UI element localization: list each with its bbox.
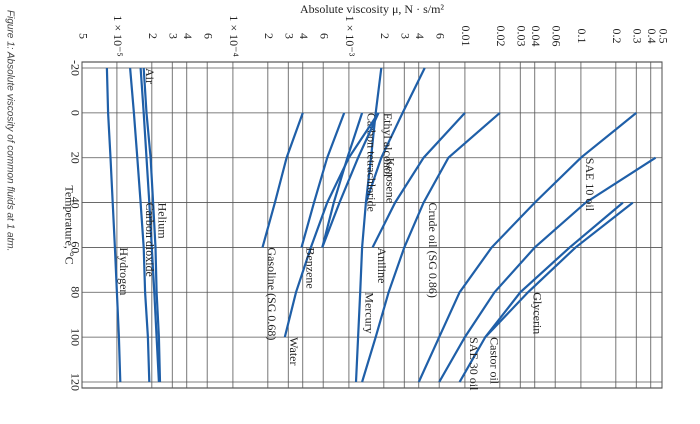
x-tick-label: 0.5: [656, 29, 670, 44]
x-tick-label: 2: [378, 33, 392, 39]
y-tick-label: 60: [68, 241, 82, 253]
x-axis-title: Absolute viscosity μ, N · s/m²: [300, 2, 444, 16]
series-line: [361, 112, 501, 383]
series-line: [283, 112, 380, 338]
series-line: [364, 67, 426, 203]
x-tick-label: 2: [262, 33, 276, 39]
x-tick-label: 6: [433, 33, 447, 39]
series-line: [458, 201, 624, 383]
series-label: Hydrogen: [117, 247, 131, 295]
y-tick-label: 80: [68, 286, 82, 298]
x-tick-label: 0.3: [631, 29, 645, 44]
series-label: Water: [287, 337, 301, 365]
x-tick-label: 1 × 10⁻⁴: [227, 15, 241, 56]
series-label: Benzene: [304, 247, 318, 288]
y-tick-label: 40: [68, 197, 82, 209]
series-label: Mercury: [362, 292, 376, 333]
x-tick-label: 0.04: [529, 26, 543, 47]
series-line: [105, 67, 122, 383]
series-label: Castor oil: [488, 337, 502, 385]
series-line: [438, 156, 657, 383]
x-tick-label: 4: [297, 33, 311, 39]
x-tick-label: 5: [76, 33, 90, 39]
series-label: SAE 30 oil: [467, 337, 481, 391]
x-tick-label: 2: [146, 33, 160, 39]
y-axis-title: Temperature, °C: [62, 185, 76, 264]
x-tick-label: 3: [283, 33, 297, 39]
series-line: [484, 201, 634, 338]
x-tick-label: 0.1: [575, 29, 589, 44]
x-tick-label: 0.01: [459, 26, 473, 47]
y-tick-label: 100: [68, 328, 82, 346]
x-tick-label: 0.4: [645, 29, 659, 44]
x-tick-label: 0.06: [549, 26, 563, 47]
series-label: Air: [143, 68, 157, 84]
series-label: Ethyl alcohol: [381, 113, 395, 178]
series-label: Glycerin: [530, 292, 544, 334]
series-line: [129, 67, 151, 383]
x-tick-label: 6: [317, 33, 331, 39]
x-tick-label: 6: [201, 33, 215, 39]
series-line: [371, 112, 466, 248]
y-tick-label: 0: [68, 110, 82, 116]
x-tick-label: 0.03: [515, 26, 529, 47]
series-label: Carbon dioxide: [143, 203, 157, 277]
x-tick-label: 1 × 10⁻³: [343, 16, 357, 57]
series-line: [142, 67, 162, 383]
series-line: [139, 67, 160, 383]
figure-caption: Figure 1: Absolute viscosity of common f…: [4, 10, 15, 251]
series-label: Gasoline (SG 0.68): [265, 247, 279, 340]
series-line: [321, 112, 364, 248]
y-tick-label: 120: [68, 373, 82, 391]
series-line: [300, 112, 346, 248]
x-tick-label: 3: [399, 33, 413, 39]
x-tick-label: 0.2: [610, 29, 624, 44]
series-line: [417, 112, 637, 383]
series-line: [261, 112, 304, 248]
series-label: Kerosene: [384, 158, 398, 203]
y-tick-label: 20: [68, 152, 82, 164]
series-label: SAE 10 oil: [583, 158, 597, 212]
x-tick-label: 4: [181, 33, 195, 39]
x-tick-label: 1 × 10⁻⁵: [111, 15, 125, 56]
x-tick-label: 3: [167, 33, 181, 39]
series-line: [321, 112, 380, 248]
series-label: Aniline: [375, 247, 389, 283]
y-tick-label: -20: [68, 60, 82, 76]
series-label: Helium: [155, 203, 169, 240]
x-tick-label: 0.02: [494, 25, 508, 46]
series-label: Crude oil (SG 0.86): [426, 203, 440, 298]
x-tick-label: 4: [413, 33, 427, 39]
